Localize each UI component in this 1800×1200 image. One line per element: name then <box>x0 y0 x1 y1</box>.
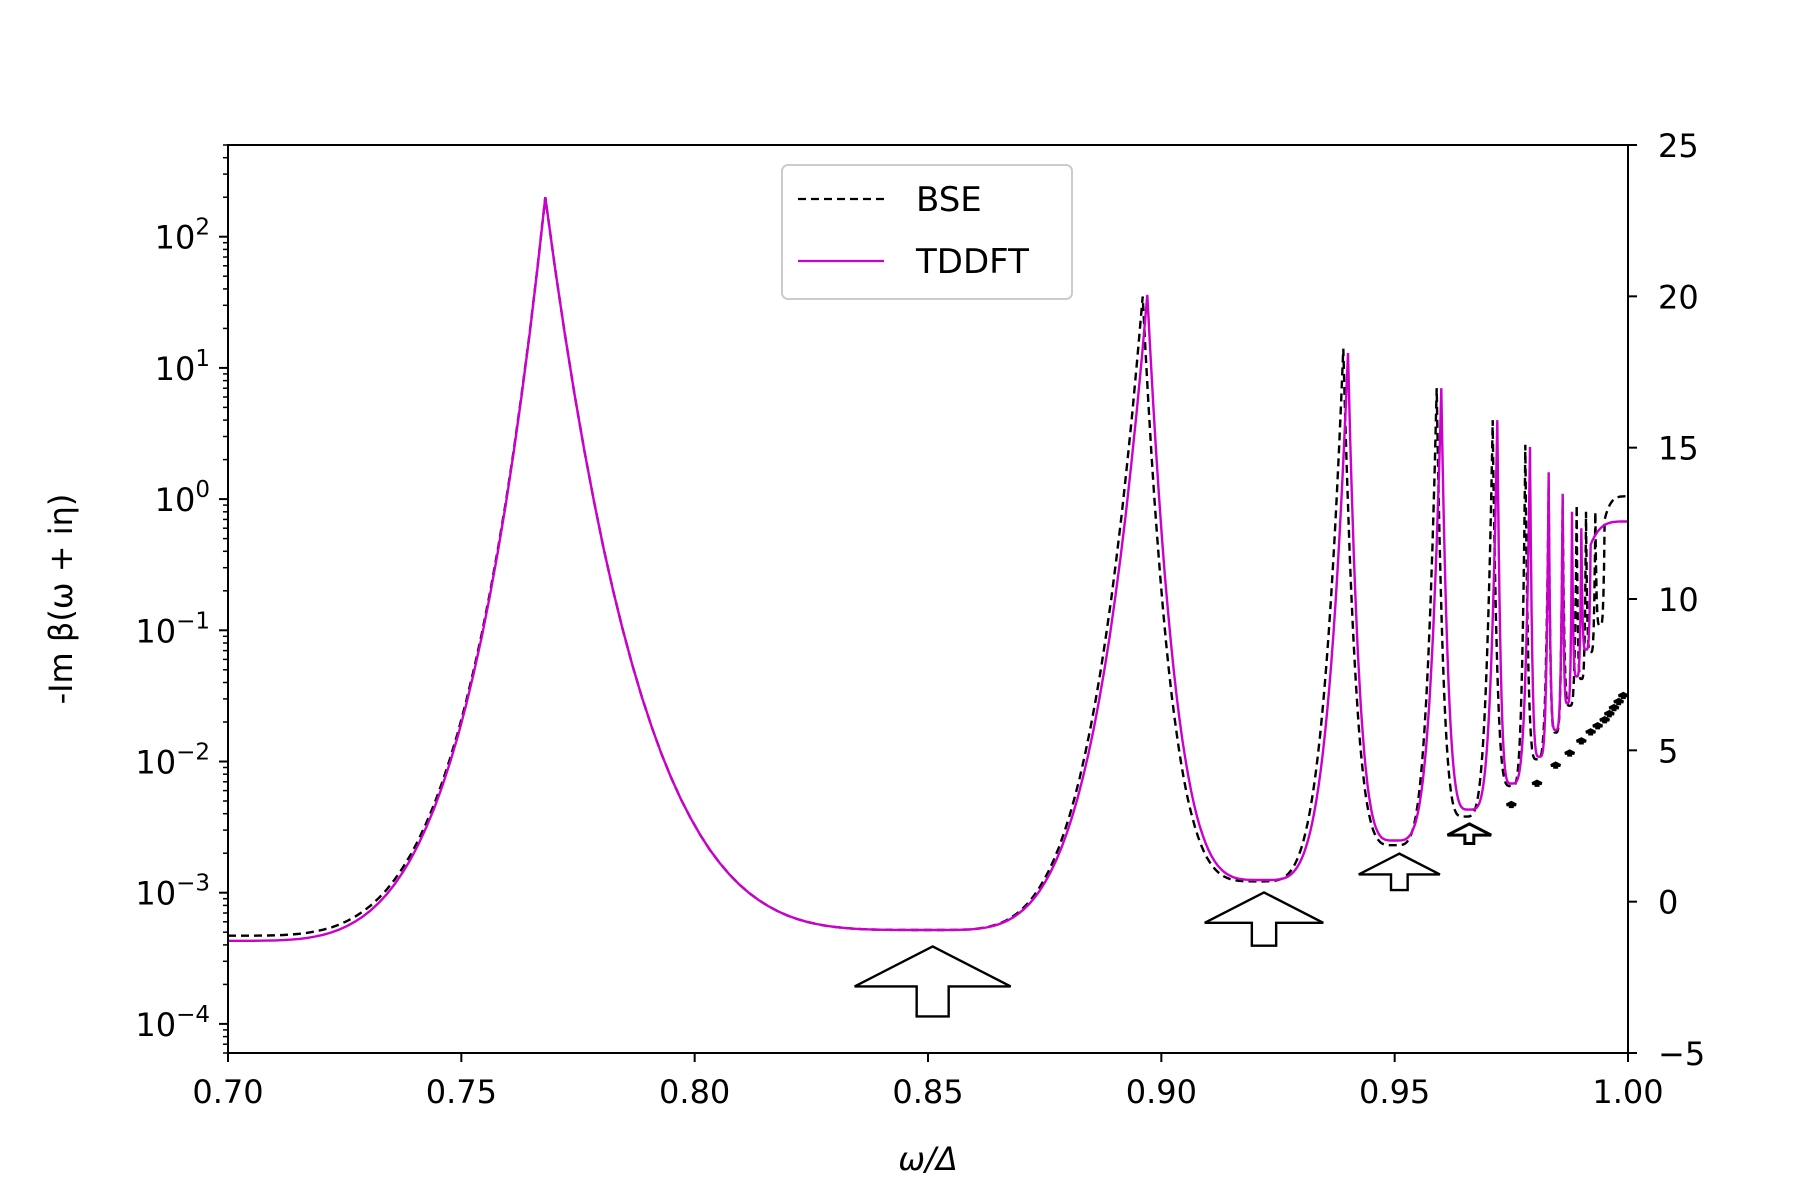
x-tick-label: 0.90 <box>1126 1073 1197 1111</box>
y-tick-label-right: 20 <box>1658 278 1699 316</box>
y-tick-label-left: 10−4 <box>135 1002 210 1044</box>
marker-arrow <box>1505 800 1517 809</box>
y-tick-label-right: 0 <box>1658 884 1678 922</box>
marker-arrow <box>1617 691 1629 700</box>
marker-arrow <box>1564 749 1576 757</box>
curves <box>228 197 1628 942</box>
marker-arrow <box>1603 709 1615 718</box>
legend: BSE TDDFT <box>781 164 1073 300</box>
y-tick-label-left: 10−2 <box>135 739 210 781</box>
marker-arrow <box>1599 715 1611 724</box>
marker-arrow <box>1204 891 1324 947</box>
marker-arrow <box>1550 761 1562 769</box>
y-tick-label-left: 100 <box>155 477 210 519</box>
marker-arrow <box>1358 852 1441 892</box>
y-tick-label-right: 15 <box>1658 430 1699 468</box>
y-axis-left: 102 101 100 10−1 10−2 10−3 10−4 <box>135 144 228 1054</box>
x-tick-label: 0.80 <box>659 1073 730 1111</box>
y-tick-label-left: 101 <box>155 346 210 388</box>
marker-arrow <box>1531 779 1543 787</box>
y-tick-label-left: 10−3 <box>135 871 210 913</box>
marker-arrow <box>1613 697 1625 706</box>
x-tick-label: 0.70 <box>192 1073 263 1111</box>
marker-arrow <box>1585 728 1597 736</box>
y-tick-label-left: 10−1 <box>135 608 210 650</box>
x-axis: 0.70 0.75 0.80 0.85 0.90 0.95 1.00 <box>192 1053 1664 1111</box>
x-tick-label: 1.00 <box>1592 1073 1663 1111</box>
x-tick-label: 0.95 <box>1359 1073 1430 1111</box>
x-axis-label: ω/Δ <box>898 1140 957 1178</box>
y-tick-label-right: 5 <box>1658 732 1678 770</box>
marker-arrow <box>1575 737 1587 745</box>
series-line-tddft <box>228 197 1628 942</box>
y-tick-label-right: 25 <box>1658 127 1699 165</box>
marker-arrow <box>854 945 1012 1018</box>
right-axis-markers <box>854 691 1629 1018</box>
marker-arrow <box>1446 822 1492 845</box>
series-line-bse <box>228 197 1628 937</box>
x-tick-label: 0.85 <box>892 1073 963 1111</box>
x-tick-label: 0.75 <box>426 1073 497 1111</box>
marker-arrow <box>1608 703 1620 712</box>
y-tick-label-right: −5 <box>1658 1035 1705 1073</box>
y-axis-right: 25 20 15 10 5 0 −5 <box>1628 127 1705 1073</box>
legend-label-bse: BSE <box>916 180 982 220</box>
y-tick-label-left: 102 <box>155 215 210 257</box>
y-tick-label-right: 10 <box>1658 581 1699 619</box>
marker-arrow <box>1592 722 1604 730</box>
legend-label-tddft: TDDFT <box>915 242 1029 282</box>
y-axis-label: -Im β(ω + iη) <box>42 494 80 705</box>
